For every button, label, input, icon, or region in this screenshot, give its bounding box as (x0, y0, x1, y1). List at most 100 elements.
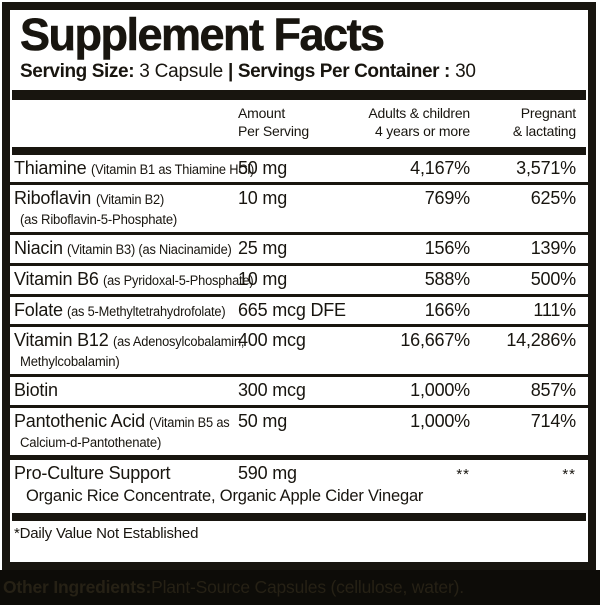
adults-daily-value: 769% (424, 188, 470, 209)
nutrient-name-cell: Vitamin B6 (as Pyridoxal-5-Phosphate) (14, 269, 254, 291)
adults-daily-value: 4,167% (410, 157, 470, 178)
nutrient-name: Biotin (14, 380, 58, 401)
nutrient-source-note: (as Adenosylcobalamin, (112, 334, 245, 350)
column-header-pregnant-line2: & lactating (512, 122, 576, 139)
pregnant-daily-value: 625% (530, 188, 576, 209)
nutrient-name: Pantothenic Acid (14, 410, 145, 431)
nutrient-name-cell: Thiamine (Vitamin B1 as Thiamine HCl) (14, 157, 254, 180)
daily-value-footnote: *Daily Value Not Established (14, 525, 199, 542)
amount-per-serving-value: 400 mcg (238, 330, 306, 351)
serving-size-value: 3 Capsule (134, 60, 229, 82)
adults-daily-value: 166% (424, 299, 470, 320)
column-header-pregnant: Pregnant & lactating (470, 105, 576, 141)
column-header-adults-line2: 4 years or more (374, 122, 470, 139)
nutrient-source-note: (as 5-Methyltetrahydrofolate) (67, 303, 226, 319)
amount-per-serving-value: 10 mg (238, 188, 288, 209)
table-row-main-line: Thiamine (Vitamin B1 as Thiamine HCl) 50… (14, 158, 584, 180)
table-row: Pantothenic Acid (Vitamin B5 as 50 mg 1,… (10, 404, 588, 455)
pregnant-daily-value: 714% (530, 410, 576, 431)
table-row: Thiamine (Vitamin B1 as Thiamine HCl) 50… (10, 155, 588, 183)
table-row: Vitamin B12 (as Adenosylcobalamin, 400 m… (10, 324, 588, 374)
table-row: Vitamin B6 (as Pyridoxal-5-Phosphate) 10… (10, 263, 588, 294)
other-ingredients-strip: Other Ingredients: Plant-Source Capsules… (0, 570, 600, 605)
amount-per-serving-value: 590 mg (238, 463, 297, 484)
nutrient-name: Vitamin B12 (14, 330, 109, 351)
nutrient-subline: Methylcobalamin) (20, 353, 120, 369)
table-row: Folate (as 5-Methyltetrahydrofolate) 665… (10, 293, 588, 325)
amount-per-serving-value: 665 mcg DFE (238, 299, 346, 320)
table-row-main-line: Riboflavin (Vitamin B2) 10 mg 769% 625% (14, 188, 584, 210)
supplement-facts-panel: Supplement Facts Serving Size: 3 Capsule… (2, 2, 596, 570)
adults-daily-value: 1,000% (410, 410, 470, 431)
adults-daily-value: 1,000% (410, 380, 470, 401)
nutrient-name-cell: Pro-Culture Support (14, 463, 238, 485)
pregnant-daily-value: 139% (530, 238, 576, 259)
table-row: Niacin (Vitamin B3) (as Niacinamide) 25 … (10, 232, 588, 263)
column-headers: Amount Per Serving Adults & children 4 y… (10, 100, 588, 147)
other-ingredients-label: Other Ingredients: (3, 577, 152, 597)
nutrient-name-cell: Pantothenic Acid (Vitamin B5 as (14, 411, 238, 433)
nutrient-name: Folate (14, 299, 63, 320)
pregnant-daily-value: 14,286% (506, 330, 576, 351)
pregnant-daily-value: 500% (530, 269, 576, 290)
table-row-main-line: Pro-Culture Support 590 mg ** ** (14, 463, 584, 485)
nutrient-name: Thiamine (14, 157, 87, 178)
nutrient-name-cell: Biotin (14, 380, 238, 402)
table-row-main-line: Pantothenic Acid (Vitamin B5 as 50 mg 1,… (14, 411, 584, 433)
nutrient-source-note: (Vitamin B2) (95, 192, 164, 208)
divider-bar-footnote (12, 513, 586, 521)
nutrient-source-note: (as Pyridoxal-5-Phosphate) (103, 273, 254, 289)
nutrient-table: Thiamine (Vitamin B1 as Thiamine HCl) 50… (10, 155, 588, 510)
adults-daily-value: ** (456, 466, 470, 484)
amount-per-serving-value: 25 mg (238, 238, 288, 259)
nutrient-source-note: (Vitamin B5 as (149, 414, 230, 430)
separator-pipe: | (228, 60, 238, 82)
adults-daily-value: 588% (424, 269, 470, 290)
adults-daily-value: 16,667% (400, 330, 470, 351)
amount-per-serving-value: 50 mg (238, 157, 288, 178)
panel-title: Supplement Facts (20, 9, 386, 60)
nutrient-name-cell: Vitamin B12 (as Adenosylcobalamin, (14, 330, 244, 352)
serving-size-label: Serving Size: (20, 60, 135, 82)
nutrient-name: Niacin (14, 238, 63, 259)
table-row-main-line: Vitamin B6 (as Pyridoxal-5-Phosphate) 10… (14, 269, 584, 291)
divider-bar-top (12, 89, 586, 100)
servings-per-container-value: 30 (449, 60, 476, 82)
table-row: Pro-Culture Support 590 mg ** ** Organic… (10, 455, 588, 510)
nutrient-subline: Organic Rice Concentrate, Organic Apple … (26, 486, 424, 505)
column-header-adults: Adults & children 4 years or more (333, 105, 470, 141)
amount-per-serving-value: 10 mg (238, 269, 288, 290)
table-row-main-line: Folate (as 5-Methyltetrahydrofolate) 665… (14, 300, 584, 322)
pregnant-daily-value: 857% (530, 380, 576, 401)
nutrient-name: Riboflavin (14, 188, 92, 209)
nutrient-name: Vitamin B6 (14, 269, 99, 290)
pregnant-daily-value: ** (562, 466, 576, 484)
nutrient-source-note: (Vitamin B1 as Thiamine HCl) (90, 161, 255, 177)
column-header-adults-line1: Adults & children (368, 104, 470, 121)
serving-info: Serving Size: 3 Capsule | Servings Per C… (20, 61, 588, 83)
column-header-amount-line2: Per Serving (238, 122, 309, 139)
servings-per-container-label: Servings Per Container : (237, 60, 451, 82)
nutrient-name-cell: Niacin (Vitamin B3) (as Niacinamide) (14, 238, 238, 260)
table-row-main-line: Biotin 300 mcg 1,000% 857% (14, 380, 584, 402)
pregnant-daily-value: 111% (533, 299, 576, 320)
column-header-amount: Amount Per Serving (238, 105, 333, 141)
nutrient-subline: Calcium-d-Pantothenate) (20, 434, 162, 450)
nutrient-name-cell: Folate (as 5-Methyltetrahydrofolate) (14, 300, 238, 322)
column-header-amount-line1: Amount (238, 104, 286, 121)
table-row-main-line: Vitamin B12 (as Adenosylcobalamin, 400 m… (14, 330, 584, 352)
adults-daily-value: 156% (424, 238, 470, 259)
divider-bar-header (12, 146, 586, 155)
amount-per-serving-value: 50 mg (238, 410, 288, 431)
table-row: Biotin 300 mcg 1,000% 857% (10, 374, 588, 405)
other-ingredients-text: Plant-Source Capsules (cellulose, water)… (151, 577, 464, 597)
nutrient-source-note: (Vitamin B3) (as Niacinamide) (67, 242, 232, 258)
table-row: Riboflavin (Vitamin B2) 10 mg 769% 625% … (10, 182, 588, 232)
column-header-pregnant-line1: Pregnant (520, 104, 576, 121)
table-row-main-line: Niacin (Vitamin B3) (as Niacinamide) 25 … (14, 238, 584, 260)
amount-per-serving-value: 300 mcg (238, 380, 306, 401)
nutrient-name: Pro-Culture Support (14, 463, 171, 484)
nutrient-subline: (as Riboflavin-5-Phosphate) (20, 211, 178, 227)
nutrient-name-cell: Riboflavin (Vitamin B2) (14, 188, 238, 210)
